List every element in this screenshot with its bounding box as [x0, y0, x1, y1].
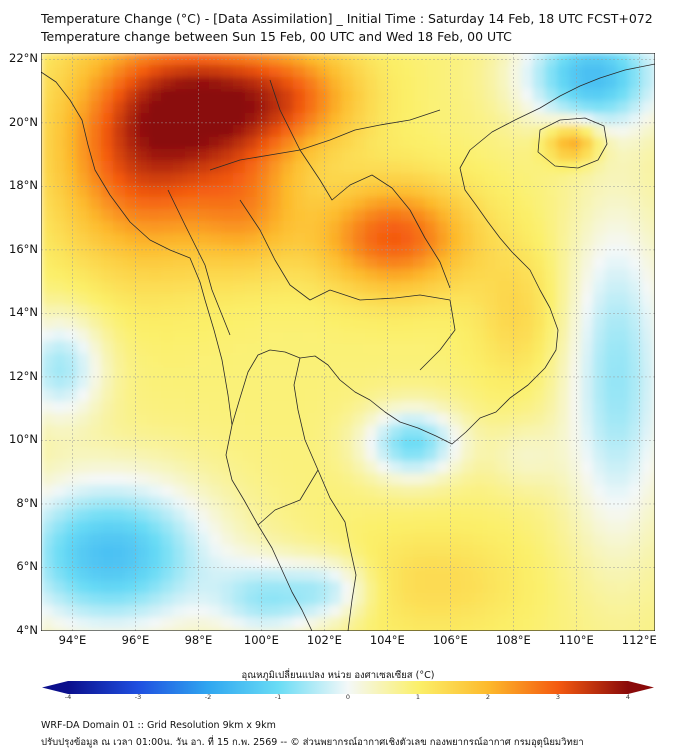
colorbar-fill: [68, 681, 628, 694]
lat-tick-label: 12°N: [9, 368, 38, 383]
border-inner-1: [209, 109, 441, 171]
lat-tick-label: 10°N: [9, 432, 38, 447]
lat-tick-label: 18°N: [9, 178, 38, 193]
lon-tick-label: 110°E: [558, 633, 594, 647]
temperature-field: [41, 53, 655, 631]
lon-tick-label: 100°E: [243, 633, 279, 647]
coastline-west: [41, 71, 313, 631]
lat-tick-label: 22°N: [9, 51, 38, 66]
lon-tick-label: 98°E: [184, 633, 213, 647]
colorbar-tick: -1: [274, 693, 282, 701]
chart-title-line2: Temperature change between Sun 15 Feb, 0…: [41, 29, 512, 44]
border-myanmar-thailand: [167, 189, 231, 336]
hainan-island: [537, 117, 608, 169]
lon-tick-label: 102°E: [306, 633, 342, 647]
border-south: [257, 469, 319, 526]
coastlines-and-borders: [41, 63, 655, 631]
lon-tick-label: 104°E: [369, 633, 405, 647]
lon-tick-label: 112°E: [621, 633, 657, 647]
chart-title-line1: Temperature Change (°C) - [Data Assimila…: [41, 11, 653, 26]
lon-tick-label: 96°E: [121, 633, 150, 647]
coastline-gulf: [231, 63, 655, 445]
lat-tick-label: 4°N: [16, 623, 38, 637]
border-inner-3: [269, 79, 301, 151]
lat-tick-label: 8°N: [16, 495, 38, 510]
colorbar-label: อุณหภูมิเปลี่ยนแปลง หน่วย องศาเซลเซียส (…: [241, 670, 435, 681]
colorbar-tick: 4: [625, 693, 631, 701]
colorbar-high-extension: [628, 681, 654, 694]
colorbar-tick: 0: [345, 693, 351, 701]
colorbar-tick: -3: [134, 693, 142, 701]
lat-tick-label: 20°N: [9, 114, 38, 129]
colorbar-tick: 3: [555, 693, 561, 701]
colorbar-tick: -4: [64, 693, 72, 701]
border-laos: [299, 149, 451, 289]
colorbar-tick: 2: [485, 693, 491, 701]
colorbar-tick: -2: [204, 693, 212, 701]
lon-tick-label: 94°E: [58, 633, 87, 647]
colorbar: [42, 681, 654, 694]
peninsula-east: [293, 357, 357, 631]
footer-line2: ปรับปรุงข้อมูล ณ เวลา 01:00น. วัน อา. ที…: [41, 737, 584, 748]
lat-tick-label: 6°N: [16, 559, 38, 574]
map-gridlines: [41, 53, 655, 631]
border-thailand-cambodia: [329, 289, 456, 371]
border-inner-2: [239, 199, 331, 301]
lon-tick-label: 106°E: [432, 633, 468, 647]
lat-tick-label: 14°N: [9, 305, 38, 320]
lat-tick-label: 16°N: [9, 241, 38, 256]
footer-line1: WRF-DA Domain 01 :: Grid Resolution 9km …: [41, 720, 276, 731]
colorbar-tick: 1: [415, 693, 421, 701]
lon-tick-label: 108°E: [495, 633, 531, 647]
colorbar-low-extension: [42, 681, 68, 694]
